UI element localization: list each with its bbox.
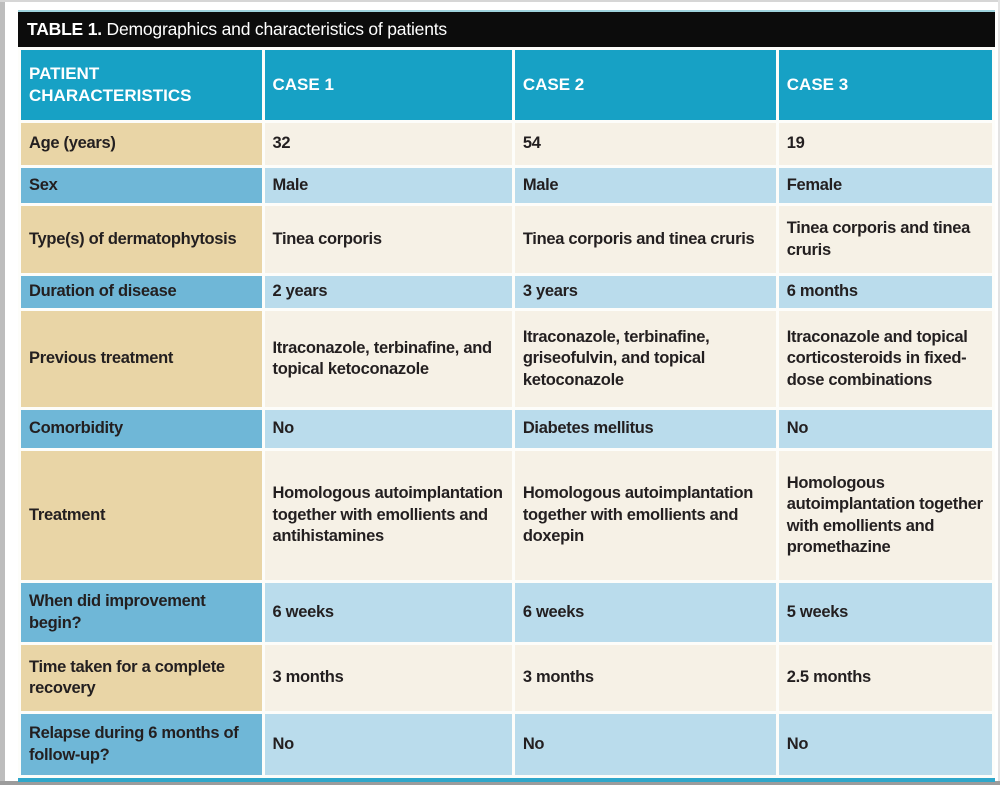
demographics-table: TABLE 1. Demographics and characteristic… (18, 10, 996, 782)
data-cell: Tinea corporis (261, 203, 515, 276)
row-label-cell: Relapse during 6 months of follow-up? (18, 711, 265, 778)
header-row: PATIENT CHARACTERISTICS CASE 1 CASE 2 CA… (18, 47, 996, 123)
row-label-cell: Comorbidity (18, 407, 265, 451)
data-cell: 2.5 months (775, 642, 996, 714)
table-row-comorbidity: Comorbidity No Diabetes mellitus No (18, 407, 996, 451)
table-title-number: TABLE 1. (27, 19, 102, 39)
page-edge-top (0, 0, 1000, 2)
row-label-cell: Time taken for a complete recovery (18, 642, 265, 714)
table-bottom-rule (18, 778, 995, 782)
table-row-dermatophytosis-type: Type(s) of dermatophytosis Tinea corpori… (18, 203, 996, 276)
data-cell: Itraconazole, terbinafine, and topical k… (261, 308, 515, 410)
data-cell: 5 weeks (775, 580, 996, 645)
row-label-cell: Previous treatment (18, 308, 265, 410)
table-title-bar: TABLE 1. Demographics and characteristic… (18, 10, 995, 47)
column-header-patient-characteristics: PATIENT CHARACTERISTICS (18, 47, 265, 123)
data-cell: Homologous autoimplantation together wit… (775, 448, 996, 583)
table-title-text: Demographics and characteristics of pati… (101, 19, 448, 39)
page-edge-right (998, 0, 1000, 785)
table-row-sex: Sex Male Male Female (18, 165, 996, 206)
column-header-case1: CASE 1 (261, 47, 515, 123)
data-cell: No (261, 711, 515, 778)
table-row-relapse: Relapse during 6 months of follow-up? No… (18, 711, 996, 778)
row-label-cell: Duration of disease (18, 273, 265, 311)
data-cell: No (775, 407, 996, 451)
table-row-treatment: Treatment Homologous autoimplantation to… (18, 448, 996, 583)
data-cell: 32 (261, 120, 515, 168)
column-header-case2: CASE 2 (511, 47, 779, 123)
table-row-previous-treatment: Previous treatment Itraconazole, terbina… (18, 308, 996, 410)
row-label-cell: Age (years) (18, 120, 265, 168)
data-cell: 54 (511, 120, 779, 168)
data-cell: 3 years (511, 273, 779, 311)
data-cell: Itraconazole and topical corticosteroids… (775, 308, 996, 410)
data-cell: Homologous autoimplantation together wit… (261, 448, 515, 583)
row-label-cell: Type(s) of dermatophytosis (18, 203, 265, 276)
row-label-cell: Treatment (18, 448, 265, 583)
column-header-case3: CASE 3 (775, 47, 996, 123)
page-edge-left (0, 0, 5, 785)
data-cell: Itraconazole, terbinafine, griseofulvin,… (511, 308, 779, 410)
table-row-duration: Duration of disease 2 years 3 years 6 mo… (18, 273, 996, 311)
row-label-cell: When did improvement begin? (18, 580, 265, 645)
table-row-age: Age (years) 32 54 19 (18, 120, 996, 168)
table-row-improvement-begin: When did improvement begin? 6 weeks 6 we… (18, 580, 996, 645)
row-label-cell: Sex (18, 165, 265, 206)
data-cell: Diabetes mellitus (511, 407, 779, 451)
data-cell: Female (775, 165, 996, 206)
data-cell: 3 months (511, 642, 779, 714)
page-edge-bottom (0, 781, 1000, 785)
data-cell: 6 months (775, 273, 996, 311)
table-row-recovery-time: Time taken for a complete recovery 3 mon… (18, 642, 996, 714)
data-cell: Tinea corporis and tinea cruris (511, 203, 779, 276)
data-cell: 6 weeks (511, 580, 779, 645)
data-cell: 6 weeks (261, 580, 515, 645)
data-cell: Tinea corporis and tinea cruris (775, 203, 996, 276)
data-cell: No (775, 711, 996, 778)
data-cell: Male (511, 165, 779, 206)
data-cell: No (261, 407, 515, 451)
data-cell: 19 (775, 120, 996, 168)
data-cell: 3 months (261, 642, 515, 714)
data-cell: Male (261, 165, 515, 206)
data-cell: Homologous autoimplantation together wit… (511, 448, 779, 583)
patient-characteristics-table: PATIENT CHARACTERISTICS CASE 1 CASE 2 CA… (18, 47, 996, 778)
data-cell: 2 years (261, 273, 515, 311)
data-cell: No (511, 711, 779, 778)
